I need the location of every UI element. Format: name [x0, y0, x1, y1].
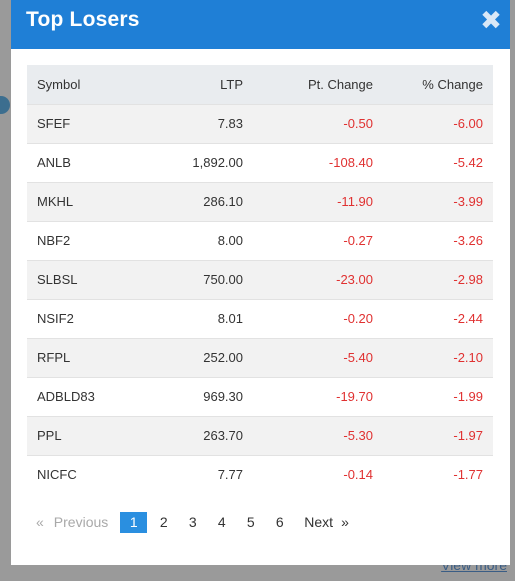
- page-3-button[interactable]: 3: [188, 514, 197, 530]
- column-header-pt-change[interactable]: Pt. Change: [307, 76, 373, 92]
- table-row: NICFC 7.77 -0.14 -1.77: [27, 455, 493, 494]
- pct-change-cell: -3.26: [453, 233, 483, 248]
- symbol-cell[interactable]: SFEF: [37, 116, 71, 131]
- page-1-button[interactable]: 1: [120, 511, 148, 533]
- pt-change-cell: -23.00: [336, 272, 373, 287]
- page-2-button[interactable]: 2: [159, 514, 168, 530]
- table-row: SLBSL 750.00 -23.00 -2.98: [27, 260, 493, 299]
- pt-change-cell: -11.90: [337, 194, 373, 209]
- symbol-cell[interactable]: NBF2: [37, 233, 71, 248]
- ltp-cell: 750.00: [203, 272, 243, 287]
- ltp-cell: 1,892.00: [192, 155, 243, 170]
- pt-change-cell: -19.70: [336, 389, 373, 404]
- table-row: NBF2 8.00 -0.27 -3.26: [27, 221, 493, 260]
- table-header-row: Symbol LTP Pt. Change % Change: [27, 65, 493, 104]
- pct-change-cell: -5.42: [453, 155, 483, 170]
- pt-change-cell: -0.20: [343, 311, 373, 326]
- table-row: NSIF2 8.01 -0.20 -2.44: [27, 299, 493, 338]
- next-button[interactable]: Next: [304, 514, 334, 530]
- pt-change-cell: -0.50: [343, 116, 373, 131]
- modal-header: Top Losers ✖: [11, 0, 510, 49]
- pt-change-cell: -0.27: [343, 233, 373, 248]
- page-4-button[interactable]: 4: [217, 514, 226, 530]
- ltp-cell: 7.77: [217, 467, 243, 483]
- ltp-cell: 8.00: [217, 233, 243, 248]
- symbol-cell[interactable]: NSIF2: [37, 311, 74, 326]
- table-row: PPL 263.70 -5.30 -1.97: [27, 416, 493, 455]
- pct-change-cell: -1.99: [453, 389, 483, 404]
- pct-change-cell: -1.97: [453, 428, 483, 443]
- pct-change-cell: -2.44: [453, 311, 483, 326]
- table-row: ANLB 1,892.00 -108.40 -5.42: [27, 143, 493, 182]
- losers-table: Symbol LTP Pt. Change % Change SFEF 7.83…: [27, 65, 493, 494]
- symbol-cell[interactable]: MKHL: [37, 194, 74, 209]
- symbol-cell[interactable]: RFPL: [37, 350, 71, 365]
- pct-change-cell: -1.77: [453, 467, 483, 483]
- pt-change-cell: -108.40: [328, 155, 373, 170]
- column-header-symbol[interactable]: Symbol: [37, 76, 81, 92]
- column-header-ltp[interactable]: LTP: [220, 76, 243, 92]
- backdrop-partial-icon: [0, 96, 10, 114]
- ltp-cell: 7.83: [217, 116, 243, 131]
- pct-change-cell: -2.10: [453, 350, 483, 365]
- table-row: RFPL 252.00 -5.40 -2.10: [27, 338, 493, 377]
- symbol-cell[interactable]: ANLB: [37, 155, 71, 170]
- modal-title: Top Losers: [26, 8, 140, 31]
- ltp-cell: 8.01: [217, 311, 243, 326]
- pt-change-cell: -0.14: [343, 467, 373, 483]
- ltp-cell: 252.00: [203, 350, 243, 365]
- symbol-cell[interactable]: PPL: [37, 428, 62, 443]
- ltp-cell: 263.70: [203, 428, 243, 443]
- page-6-button[interactable]: 6: [275, 514, 284, 530]
- close-icon[interactable]: ✖: [480, 5, 502, 35]
- pt-change-cell: -5.30: [343, 428, 373, 443]
- symbol-cell[interactable]: NICFC: [37, 467, 77, 483]
- column-header-pct-change[interactable]: % Change: [422, 76, 483, 92]
- ltp-cell: 969.30: [203, 389, 243, 404]
- previous-arrow: «: [36, 514, 44, 530]
- symbol-cell[interactable]: ADBLD83: [37, 389, 95, 404]
- pagination: « Previous 1 2 3 4 5 6 Next »: [36, 511, 349, 533]
- pt-change-cell: -5.40: [343, 350, 373, 365]
- symbol-cell[interactable]: SLBSL: [37, 272, 78, 287]
- previous-button: Previous: [53, 514, 109, 530]
- table-row: ADBLD83 969.30 -19.70 -1.99: [27, 377, 493, 416]
- ltp-cell: 286.10: [203, 194, 243, 209]
- next-arrow[interactable]: »: [341, 514, 349, 530]
- pct-change-cell: -6.00: [453, 116, 483, 131]
- page-5-button[interactable]: 5: [246, 514, 255, 530]
- pct-change-cell: -2.98: [453, 272, 483, 287]
- table-row: MKHL 286.10 -11.90 -3.99: [27, 182, 493, 221]
- table-row: SFEF 7.83 -0.50 -6.00: [27, 104, 493, 143]
- top-losers-modal: Top Losers ✖ Symbol LTP Pt. Change % Cha…: [11, 0, 510, 565]
- pct-change-cell: -3.99: [453, 194, 483, 209]
